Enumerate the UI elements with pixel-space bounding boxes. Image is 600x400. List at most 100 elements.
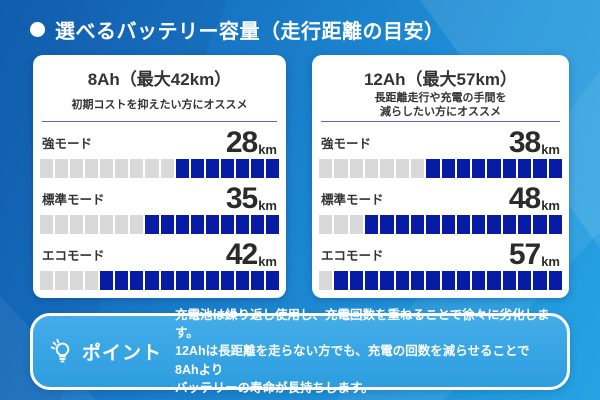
bar-segment bbox=[220, 271, 234, 290]
bar-segment bbox=[380, 215, 394, 234]
mode-row: 強モード 28 km bbox=[40, 126, 279, 178]
bar-segment bbox=[100, 215, 114, 234]
bar-segment bbox=[130, 159, 144, 178]
bar-segment bbox=[220, 215, 234, 234]
distance-number: 38 bbox=[508, 125, 541, 159]
bar-segment bbox=[235, 159, 249, 178]
bar-segment bbox=[265, 271, 279, 290]
bar-segment bbox=[115, 159, 129, 178]
distance-value: 42 km bbox=[226, 239, 277, 270]
battery-gauge bbox=[319, 159, 562, 178]
distance-unit: km bbox=[541, 253, 560, 269]
bar-segment bbox=[130, 215, 144, 234]
page-title: 選べるバッテリー容量（走行距離の目安） bbox=[55, 21, 445, 43]
bar-segment bbox=[70, 271, 84, 290]
bar-segment bbox=[410, 159, 425, 178]
bar-segment bbox=[55, 159, 69, 178]
bar-segment bbox=[518, 159, 532, 178]
bar-segment bbox=[250, 159, 264, 178]
bar-segment bbox=[380, 159, 394, 178]
mode-label: 強モード bbox=[321, 137, 372, 151]
mode-row: 標準モード 35 km bbox=[40, 182, 279, 234]
bar-segment bbox=[100, 271, 114, 290]
bar-segment bbox=[250, 215, 264, 234]
battery-gauge bbox=[40, 215, 279, 234]
distance-value: 57 km bbox=[508, 237, 560, 271]
bar-segment bbox=[426, 271, 440, 290]
bar-segment bbox=[472, 215, 486, 234]
distance-unit: km bbox=[541, 197, 560, 213]
distance-value: 38 km bbox=[508, 125, 560, 159]
bar-segment bbox=[130, 271, 144, 290]
bar-segment bbox=[85, 271, 99, 290]
bar-segment bbox=[502, 215, 517, 234]
divider bbox=[42, 121, 277, 122]
bar-segment bbox=[487, 215, 501, 234]
point-box: ポイント 充電池は繰り返し使用し、充電回数を重ねることで徐々に劣化します。 12… bbox=[30, 308, 570, 395]
bar-segment bbox=[205, 215, 219, 234]
bar-segment bbox=[85, 215, 99, 234]
point-label: ポイント bbox=[82, 343, 163, 364]
bar-segment bbox=[472, 271, 486, 290]
bar-segment bbox=[502, 271, 517, 290]
bar-segment bbox=[426, 159, 440, 178]
bar-segment bbox=[85, 159, 99, 178]
battery-card-12ah: 12Ah（最大57km） 長距離走行や充電の手間を 減らしたい方にオススメ 強モ… bbox=[312, 55, 569, 298]
divider bbox=[321, 121, 560, 122]
bar-segment bbox=[40, 215, 54, 234]
distance-value: 35 km bbox=[226, 183, 277, 214]
bar-segment bbox=[364, 215, 379, 234]
bar-segment bbox=[265, 215, 279, 234]
bar-segment bbox=[456, 215, 471, 234]
bar-segment bbox=[70, 215, 84, 234]
lightbulb-icon bbox=[50, 338, 70, 363]
bar-segment bbox=[441, 271, 455, 290]
bar-segment bbox=[145, 215, 159, 234]
bar-segment bbox=[205, 271, 219, 290]
bar-segment bbox=[410, 271, 425, 290]
card-subtitle: 初期コストを抑えたい方にオススメ bbox=[71, 98, 248, 111]
bar-segment bbox=[145, 271, 159, 290]
battery-gauge bbox=[40, 271, 279, 290]
distance-unit: km bbox=[258, 141, 277, 157]
card-subtitle: 長距離走行や充電の手間を 減らしたい方にオススメ bbox=[374, 91, 507, 118]
mode-label: 標準モード bbox=[42, 193, 105, 207]
bar-segment bbox=[175, 215, 189, 234]
bar-segment bbox=[349, 215, 363, 234]
card-title: 8Ah（最大42km） bbox=[87, 70, 232, 89]
bar-segment bbox=[518, 215, 532, 234]
bar-segment bbox=[160, 215, 174, 234]
bar-segment bbox=[502, 159, 517, 178]
bar-segment bbox=[441, 215, 455, 234]
distance-number: 57 bbox=[508, 237, 541, 271]
bar-segment bbox=[319, 271, 333, 290]
bar-segment bbox=[250, 271, 264, 290]
bar-segment bbox=[190, 215, 204, 234]
point-header: ポイント bbox=[49, 338, 162, 365]
bar-segment bbox=[160, 271, 174, 290]
bar-segment bbox=[364, 159, 379, 178]
bar-segment bbox=[334, 159, 348, 178]
bar-segment bbox=[487, 271, 501, 290]
bar-segment bbox=[235, 271, 249, 290]
mode-row: エコモード 57 km bbox=[319, 238, 562, 290]
bar-segment bbox=[145, 159, 159, 178]
bar-segment bbox=[205, 159, 219, 178]
bar-segment bbox=[456, 159, 471, 178]
bar-segment bbox=[334, 215, 348, 234]
bar-segment bbox=[487, 159, 501, 178]
bar-segment bbox=[395, 271, 409, 290]
mode-label: 標準モード bbox=[321, 193, 384, 207]
bullet-icon bbox=[30, 22, 45, 37]
bar-segment bbox=[380, 271, 394, 290]
mode-label: エコモード bbox=[321, 249, 384, 263]
bar-segment bbox=[190, 159, 204, 178]
bar-segment bbox=[533, 271, 547, 290]
distance-number: 28 bbox=[225, 125, 258, 159]
bar-segment bbox=[220, 159, 234, 178]
bar-segment bbox=[395, 159, 409, 178]
distance-number: 48 bbox=[508, 181, 541, 215]
mode-label: エコモード bbox=[42, 249, 105, 263]
bar-segment bbox=[548, 271, 562, 290]
bar-segment bbox=[319, 215, 333, 234]
